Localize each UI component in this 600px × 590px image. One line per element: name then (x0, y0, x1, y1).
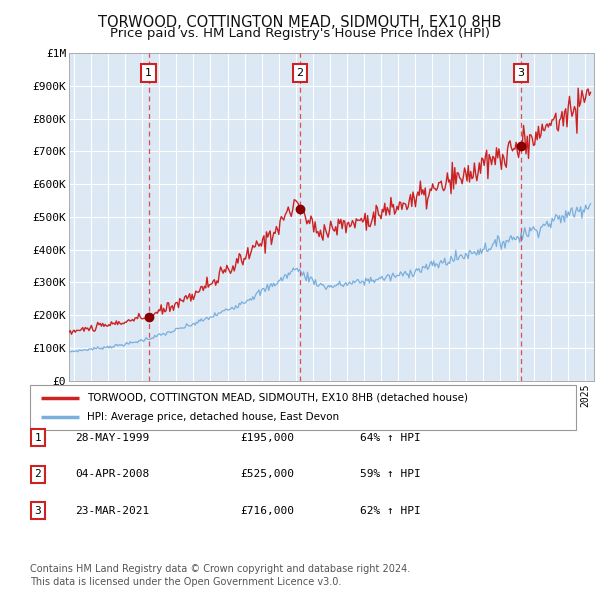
Text: 1: 1 (145, 68, 152, 78)
Text: 2: 2 (296, 68, 304, 78)
Text: 28-MAY-1999: 28-MAY-1999 (75, 433, 149, 442)
Text: 1: 1 (34, 433, 41, 442)
Text: Contains HM Land Registry data © Crown copyright and database right 2024.
This d: Contains HM Land Registry data © Crown c… (30, 564, 410, 587)
Text: 23-MAR-2021: 23-MAR-2021 (75, 506, 149, 516)
Text: 62% ↑ HPI: 62% ↑ HPI (360, 506, 421, 516)
Text: £716,000: £716,000 (240, 506, 294, 516)
Text: 2: 2 (34, 470, 41, 479)
Text: £525,000: £525,000 (240, 470, 294, 479)
Text: £195,000: £195,000 (240, 433, 294, 442)
Text: HPI: Average price, detached house, East Devon: HPI: Average price, detached house, East… (88, 412, 340, 422)
Text: Price paid vs. HM Land Registry's House Price Index (HPI): Price paid vs. HM Land Registry's House … (110, 27, 490, 40)
FancyBboxPatch shape (30, 385, 576, 430)
Text: 04-APR-2008: 04-APR-2008 (75, 470, 149, 479)
Text: TORWOOD, COTTINGTON MEAD, SIDMOUTH, EX10 8HB: TORWOOD, COTTINGTON MEAD, SIDMOUTH, EX10… (98, 15, 502, 30)
Text: TORWOOD, COTTINGTON MEAD, SIDMOUTH, EX10 8HB (detached house): TORWOOD, COTTINGTON MEAD, SIDMOUTH, EX10… (88, 393, 469, 402)
Text: 3: 3 (518, 68, 524, 78)
Text: 3: 3 (34, 506, 41, 516)
Text: 64% ↑ HPI: 64% ↑ HPI (360, 433, 421, 442)
Text: 59% ↑ HPI: 59% ↑ HPI (360, 470, 421, 479)
